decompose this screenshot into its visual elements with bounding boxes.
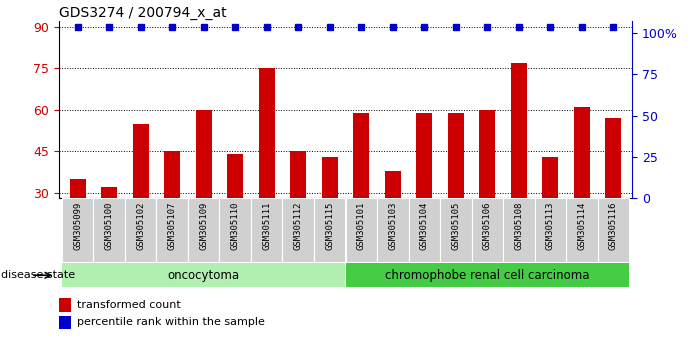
Text: transformed count: transformed count bbox=[77, 300, 181, 310]
Bar bbox=[385, 171, 401, 276]
Bar bbox=[290, 151, 306, 276]
Bar bbox=[220, 198, 251, 262]
Bar bbox=[448, 113, 464, 276]
Bar bbox=[511, 63, 527, 276]
Bar bbox=[566, 198, 598, 262]
Text: disease state: disease state bbox=[1, 270, 75, 280]
Bar bbox=[535, 198, 566, 262]
Bar bbox=[408, 198, 440, 262]
Text: GSM305101: GSM305101 bbox=[357, 201, 366, 250]
Text: GSM305112: GSM305112 bbox=[294, 201, 303, 250]
Text: GSM305102: GSM305102 bbox=[136, 201, 145, 250]
Bar bbox=[574, 107, 589, 276]
Bar bbox=[59, 298, 71, 312]
Text: GSM305105: GSM305105 bbox=[451, 201, 460, 250]
Text: GSM305115: GSM305115 bbox=[325, 201, 334, 250]
Text: GSM305107: GSM305107 bbox=[168, 201, 177, 250]
Bar bbox=[471, 198, 503, 262]
Bar bbox=[542, 157, 558, 276]
Bar bbox=[417, 113, 432, 276]
Text: GSM305106: GSM305106 bbox=[483, 201, 492, 250]
Text: GDS3274 / 200794_x_at: GDS3274 / 200794_x_at bbox=[59, 6, 227, 20]
Bar bbox=[188, 198, 220, 262]
Text: GSM305109: GSM305109 bbox=[199, 201, 208, 250]
Text: GSM305110: GSM305110 bbox=[231, 201, 240, 250]
Bar bbox=[322, 157, 338, 276]
Bar bbox=[133, 124, 149, 276]
Bar bbox=[70, 179, 86, 276]
Bar bbox=[377, 198, 408, 262]
Text: GSM305108: GSM305108 bbox=[514, 201, 523, 250]
Text: GSM305099: GSM305099 bbox=[73, 201, 82, 250]
Bar bbox=[346, 263, 629, 287]
Text: GSM305103: GSM305103 bbox=[388, 201, 397, 250]
Text: GSM305113: GSM305113 bbox=[546, 201, 555, 250]
Text: GSM305116: GSM305116 bbox=[609, 201, 618, 250]
Bar bbox=[93, 198, 125, 262]
Text: chromophobe renal cell carcinoma: chromophobe renal cell carcinoma bbox=[385, 269, 589, 282]
Text: GSM305100: GSM305100 bbox=[104, 201, 113, 250]
Bar bbox=[251, 198, 283, 262]
Bar bbox=[59, 316, 71, 329]
Bar bbox=[196, 110, 211, 276]
Bar bbox=[156, 198, 188, 262]
Bar bbox=[227, 154, 243, 276]
Bar bbox=[440, 198, 471, 262]
Text: GSM305104: GSM305104 bbox=[419, 201, 429, 250]
Bar bbox=[605, 118, 621, 276]
Bar bbox=[346, 198, 377, 262]
Bar bbox=[164, 151, 180, 276]
Bar bbox=[102, 187, 117, 276]
Bar bbox=[62, 198, 93, 262]
Bar bbox=[259, 68, 274, 276]
Text: GSM305111: GSM305111 bbox=[262, 201, 272, 250]
Bar bbox=[598, 198, 629, 262]
Bar bbox=[314, 198, 346, 262]
Text: GSM305114: GSM305114 bbox=[578, 201, 587, 250]
Bar bbox=[353, 113, 369, 276]
Bar bbox=[283, 198, 314, 262]
Bar bbox=[62, 263, 346, 287]
Text: oncocytoma: oncocytoma bbox=[168, 269, 240, 282]
Bar bbox=[125, 198, 156, 262]
Bar bbox=[503, 198, 535, 262]
Bar bbox=[480, 110, 495, 276]
Text: percentile rank within the sample: percentile rank within the sample bbox=[77, 318, 265, 327]
